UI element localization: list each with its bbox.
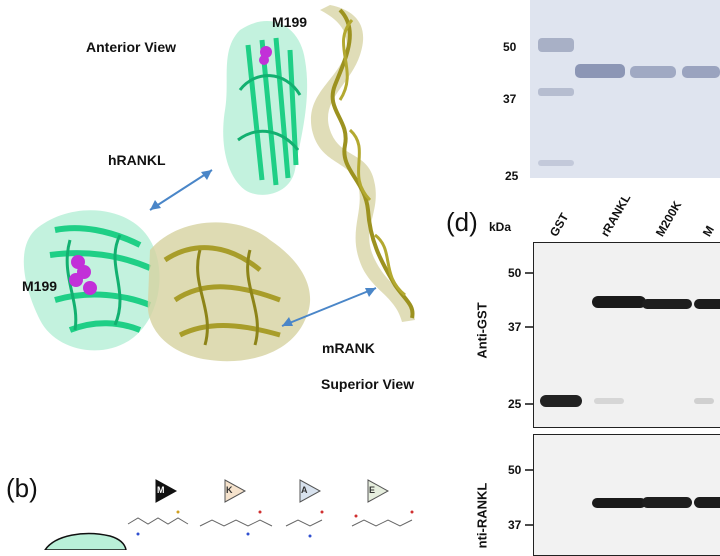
blot2-band-m200k <box>642 497 692 508</box>
blot1-band-rrankl <box>592 296 646 308</box>
gel-marker-50: 50 <box>503 40 517 54</box>
lane-m: M <box>699 223 717 239</box>
met-triangle-icon <box>155 479 178 503</box>
mrank-surface-bottom <box>147 222 311 362</box>
protein-structure-figure <box>23 5 415 362</box>
lane-gst: GST <box>546 210 572 239</box>
m199-top-label: M199 <box>272 14 308 30</box>
glu-triangle-icon <box>367 479 390 503</box>
gel-band-3 <box>682 66 720 78</box>
lane-rrankl: rRANKL <box>597 191 634 239</box>
mrank-surface-top <box>310 5 415 322</box>
lys-letter: K <box>226 485 233 495</box>
blot1-marker-37: 37 <box>508 320 522 334</box>
lane-m200k: M200K <box>652 198 685 239</box>
panel-d-letter: (d) <box>446 207 478 237</box>
ladder-band-37 <box>538 88 574 96</box>
coomassie-gel <box>530 0 720 178</box>
rotation-arrow-right <box>281 287 377 327</box>
partial-green-shape <box>44 532 127 550</box>
blot2-marker-50: 50 <box>508 463 522 477</box>
blot1-marker-50: 50 <box>508 266 522 280</box>
m199-left-label: M199 <box>22 278 58 294</box>
blot2-antibody-label: nti-RANKL <box>474 482 490 548</box>
blot2-marker-37: 37 <box>508 518 522 532</box>
blot1-marker-25: 25 <box>508 397 522 411</box>
gel-marker-37: 37 <box>503 92 517 106</box>
gel-band-2 <box>630 66 676 78</box>
hrankl-surface-left <box>23 210 160 351</box>
lys-triangle-icon <box>224 479 247 503</box>
met-letter: M <box>157 485 165 495</box>
anti-rankl-blot <box>533 434 720 556</box>
glu-letter: E <box>369 485 376 495</box>
gel-marker-25: 25 <box>505 169 519 183</box>
ladder-band-50 <box>538 38 574 52</box>
hrankl-label: hRANKL <box>108 152 166 168</box>
kda-label: kDa <box>489 220 512 234</box>
blot2-band-m <box>694 497 720 508</box>
blot1-antibody-label: Anti-GST <box>474 301 490 359</box>
blot1-band-m <box>694 299 720 309</box>
blot2-band-rrankl <box>592 498 646 508</box>
blot1-band-m200k <box>642 299 692 309</box>
panel-b-letter: (b) <box>6 473 38 503</box>
blot1-band-gst <box>540 395 582 407</box>
superior-view-label: Superior View <box>321 376 415 392</box>
anterior-view-label: Anterior View <box>86 39 176 55</box>
met199-top <box>260 46 272 58</box>
amino-acid-row <box>127 479 414 538</box>
mrank-label: mRANK <box>322 340 375 356</box>
ladder-band-25 <box>538 160 574 166</box>
ala-letter: A <box>301 485 308 495</box>
anti-gst-blot <box>533 242 720 428</box>
ala-triangle-icon <box>299 479 322 503</box>
rotation-arrow-left <box>149 169 213 211</box>
gel-band-1 <box>575 64 625 78</box>
